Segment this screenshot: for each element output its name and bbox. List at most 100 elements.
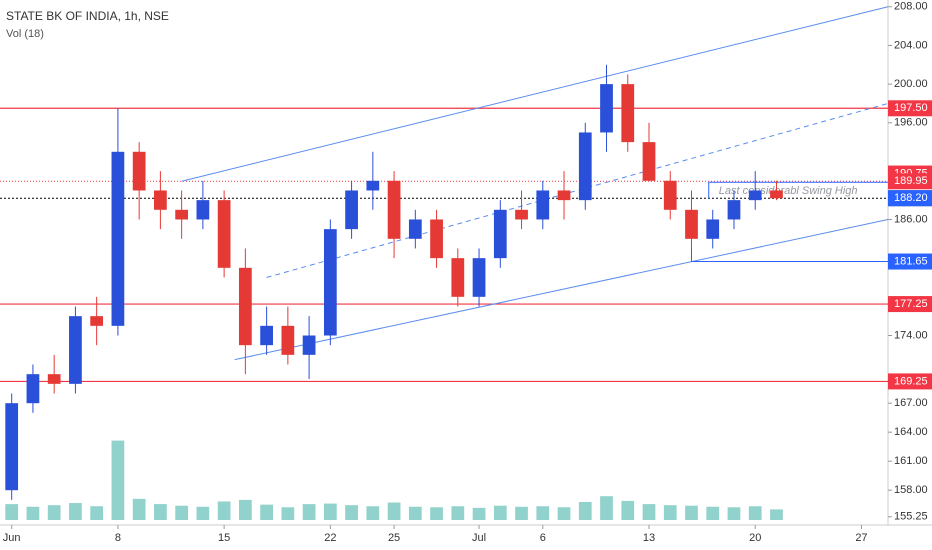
volume-bar (217, 501, 231, 520)
price-label: 188.20 (894, 192, 928, 204)
candle-body (69, 316, 82, 384)
volume-bar (132, 498, 146, 520)
volume-bar (47, 505, 61, 520)
candle-body (430, 219, 443, 259)
volume-bar (472, 507, 486, 520)
swing-box (708, 181, 888, 199)
volume-bar (323, 503, 337, 520)
candle-body (5, 403, 19, 491)
candle-body (132, 151, 146, 191)
volume-bar (26, 506, 40, 520)
candle-body (366, 180, 380, 191)
candle-body (217, 200, 231, 268)
x-tick-label: Jul (472, 532, 486, 544)
candle-body (302, 335, 316, 355)
y-tick-label: 161.00 (894, 455, 928, 467)
y-tick-label: 155.25 (894, 511, 928, 523)
candle-body (387, 180, 401, 239)
volume-bar (281, 507, 295, 520)
volume-bar (408, 506, 422, 520)
price-label-box (888, 173, 932, 190)
volume-bar (748, 506, 762, 520)
candle-body (451, 258, 465, 297)
x-tick-label: 27 (855, 532, 867, 544)
volume-bar (69, 503, 82, 520)
candle-body (493, 209, 507, 259)
candle-body (345, 190, 358, 230)
candle-body (621, 84, 635, 143)
volume-bar (578, 502, 592, 520)
candle-body (642, 142, 656, 181)
y-tick-label: 167.00 (894, 397, 928, 409)
chart-title: STATE BK OF INDIA, 1h, NSE (6, 9, 169, 23)
volume-bar (536, 506, 550, 520)
volume-bar (430, 507, 443, 520)
x-tick-label: 6 (540, 532, 546, 544)
candle-body (90, 316, 104, 326)
candle-body (748, 190, 762, 201)
candle-body (727, 200, 741, 220)
y-tick-label: 204.00 (894, 39, 928, 51)
candle-body (323, 229, 337, 336)
x-tick-label: 13 (643, 532, 655, 544)
candle-body (154, 190, 167, 210)
volume-bar (302, 504, 316, 520)
volume-bar (5, 504, 19, 520)
candle-body (281, 325, 295, 355)
x-tick-label: 15 (218, 532, 230, 544)
y-tick-label: 164.00 (894, 426, 928, 438)
volume-title: Vol (18) (6, 28, 44, 40)
volume-bar (727, 507, 741, 520)
y-tick-label: 208.00 (894, 1, 928, 13)
candle-body (472, 258, 486, 297)
annotation: Last considerabl Swing High (719, 185, 858, 197)
volume-bar (706, 506, 720, 520)
volume-bar (493, 505, 507, 520)
price-label: 177.25 (894, 298, 928, 310)
volume-bar (111, 440, 125, 520)
candle-body (196, 200, 210, 220)
price-label: 197.50 (894, 102, 928, 114)
trend-line (181, 6, 889, 182)
y-tick-label: 196.00 (894, 117, 928, 129)
x-tick-label: 8 (115, 532, 121, 544)
candle-body (706, 219, 720, 239)
volume-bar (366, 506, 380, 520)
candle-body (536, 190, 550, 220)
y-tick-label: 174.00 (894, 329, 928, 341)
y-tick-label: 158.00 (894, 484, 928, 496)
volume-bar (175, 505, 189, 520)
candle-body (685, 209, 698, 239)
volume-bar (387, 502, 401, 520)
price-label: 181.65 (894, 255, 928, 267)
price-label: 189.95 (894, 175, 928, 187)
price-label: 169.25 (894, 375, 928, 387)
trend-line (234, 218, 889, 361)
candle-body (600, 84, 613, 133)
candle-body (408, 219, 422, 239)
price-label-box (888, 373, 932, 390)
volume-bar (515, 506, 528, 520)
candle-body (260, 325, 273, 346)
volume-bar (345, 505, 358, 520)
candle-body (557, 190, 571, 201)
candle-body (238, 267, 252, 346)
volume-bar (685, 505, 698, 520)
volume-bar (260, 504, 273, 520)
x-tick-label: 25 (388, 532, 400, 544)
candle-body (663, 180, 677, 210)
x-tick-label: Jun (3, 532, 21, 544)
price-label-box (888, 296, 932, 313)
candle-body (26, 374, 40, 404)
volume-bar (557, 507, 571, 520)
candle-body (47, 374, 61, 384)
candle-body (578, 132, 592, 201)
volume-bar (451, 506, 465, 520)
price-label-box (888, 100, 932, 117)
price-label-box (888, 190, 932, 207)
candle-body (111, 151, 125, 326)
volume-bar (90, 506, 104, 520)
y-tick-label: 200.00 (894, 78, 928, 90)
